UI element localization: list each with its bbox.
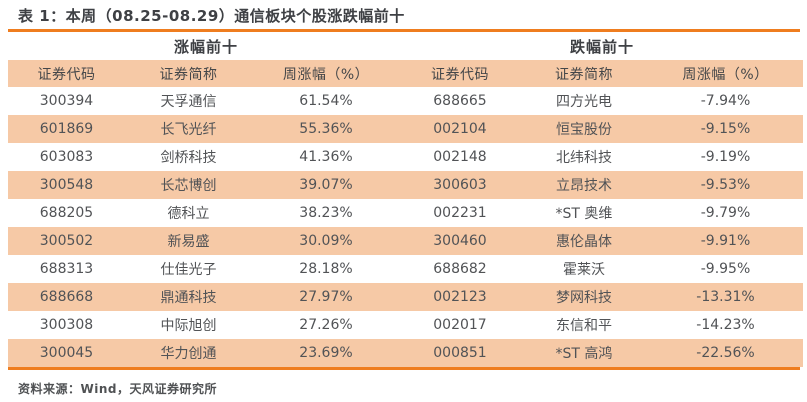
losers-name-header: 证券简称 bbox=[555, 66, 613, 83]
loser-change-cell: -9.95% bbox=[700, 261, 751, 277]
gainer-code-cell: 300394 bbox=[39, 93, 94, 109]
table-row: 300045 华力创通 23.69% 000851 *ST 高鸿 -22.56% bbox=[8, 339, 803, 367]
column-header-row: 证券代码 证券简称 周涨幅（%） 证券代码 证券简称 周涨幅（%） bbox=[8, 60, 803, 87]
table-row: 300394 天孚通信 61.54% 688665 四方光电 -7.94% bbox=[8, 87, 803, 115]
gainer-name-cell: 中际旭创 bbox=[160, 318, 217, 334]
loser-code-cell: 002148 bbox=[433, 149, 487, 165]
loser-name-cell: *ST 高鸿 bbox=[555, 346, 613, 362]
table-row: 300308 中际旭创 27.26% 002017 东信和平 -14.23% bbox=[8, 311, 803, 339]
loser-name-cell: 北纬科技 bbox=[556, 150, 612, 166]
table-row: 603083 剑桥科技 41.36% 002148 北纬科技 -9.19% bbox=[8, 143, 803, 171]
loser-change-cell: -9.15% bbox=[700, 121, 751, 137]
loser-code-cell: 688665 bbox=[433, 93, 487, 109]
loser-change-cell: -9.53% bbox=[700, 177, 751, 193]
loser-code-cell: 300603 bbox=[433, 177, 487, 193]
loser-code-cell: 002104 bbox=[433, 121, 487, 137]
loser-code-cell: 688682 bbox=[433, 261, 487, 277]
gainer-code-cell: 300548 bbox=[39, 177, 94, 193]
gainer-name-cell: 仕佳光子 bbox=[160, 262, 217, 278]
bottom-accent-rule bbox=[8, 367, 800, 370]
gainer-change-cell: 61.54% bbox=[299, 93, 353, 109]
gainer-code-cell: 688205 bbox=[39, 205, 94, 221]
gainer-change-cell: 27.97% bbox=[299, 289, 353, 305]
gainer-change-cell: 30.09% bbox=[299, 233, 353, 249]
loser-code-cell: 002017 bbox=[433, 317, 487, 333]
source-note: 资料来源：Wind，天风证券研究所 bbox=[18, 382, 217, 396]
section-header-row: 涨幅前十 跌幅前十 bbox=[8, 32, 800, 60]
loser-code-cell: 002231 bbox=[433, 205, 487, 221]
gainer-name-cell: 长飞光纤 bbox=[160, 122, 217, 138]
gainer-name-cell: 新易盛 bbox=[167, 234, 210, 250]
table-row: 601869 长飞光纤 55.36% 002104 恒宝股份 -9.15% bbox=[8, 115, 803, 143]
gainer-change-cell: 28.18% bbox=[299, 261, 353, 277]
gainer-change-cell: 27.26% bbox=[299, 317, 353, 333]
losers-change-header: 周涨幅（%） bbox=[682, 66, 769, 83]
gainer-code-cell: 300502 bbox=[39, 233, 94, 249]
gainer-change-cell: 23.69% bbox=[299, 345, 353, 361]
loser-name-cell: 霍莱沃 bbox=[563, 262, 605, 278]
table-row: 688205 德科立 38.23% 002231 *ST 奥维 -9.79% bbox=[8, 199, 803, 227]
loser-name-cell: 梦网科技 bbox=[556, 290, 612, 306]
gainers-losers-table: 证券代码 证券简称 周涨幅（%） 证券代码 证券简称 周涨幅（%） 300394… bbox=[8, 60, 803, 367]
gainer-code-cell: 300045 bbox=[39, 345, 94, 361]
loser-code-cell: 000851 bbox=[433, 345, 487, 361]
loser-name-cell: 恒宝股份 bbox=[556, 122, 612, 138]
gainer-change-cell: 41.36% bbox=[299, 149, 353, 165]
table-row: 688668 鼎通科技 27.97% 002123 梦网科技 -13.31% bbox=[8, 283, 803, 311]
gainers-section-label: 涨幅前十 bbox=[173, 38, 238, 56]
table-row: 300502 新易盛 30.09% 300460 惠伦晶体 -9.91% bbox=[8, 227, 803, 255]
gainers-change-header: 周涨幅（%） bbox=[282, 66, 370, 83]
loser-change-cell: -22.56% bbox=[696, 345, 755, 361]
loser-change-cell: -9.91% bbox=[700, 233, 751, 249]
gainer-code-cell: 688668 bbox=[39, 289, 94, 305]
loser-name-cell: *ST 奥维 bbox=[555, 206, 613, 222]
gainer-code-cell: 601869 bbox=[39, 121, 94, 137]
gainer-change-cell: 39.07% bbox=[299, 177, 353, 193]
table-body: 300394 天孚通信 61.54% 688665 四方光电 -7.94% 60… bbox=[8, 87, 803, 367]
losers-code-header: 证券代码 bbox=[431, 66, 489, 83]
loser-code-cell: 300460 bbox=[433, 233, 487, 249]
gainer-change-cell: 38.23% bbox=[299, 205, 353, 221]
gainer-name-cell: 剑桥科技 bbox=[160, 150, 217, 166]
top-accent-rule bbox=[8, 29, 800, 32]
loser-change-cell: -13.31% bbox=[696, 289, 755, 305]
gainer-name-cell: 长芯博创 bbox=[160, 178, 217, 194]
gainer-code-cell: 603083 bbox=[39, 149, 94, 165]
gainers-code-header: 证券代码 bbox=[37, 66, 96, 83]
loser-name-cell: 立昂技术 bbox=[556, 178, 612, 194]
table-title: 表 1：本周（08.25-08.29）通信板块个股涨跌幅前十 bbox=[18, 7, 405, 25]
gainer-name-cell: 鼎通科技 bbox=[160, 290, 217, 306]
loser-change-cell: -14.23% bbox=[696, 317, 755, 333]
gainer-name-cell: 天孚通信 bbox=[160, 94, 217, 110]
loser-change-cell: -9.19% bbox=[700, 149, 751, 165]
gainer-code-cell: 300308 bbox=[39, 317, 94, 333]
losers-section-label: 跌幅前十 bbox=[569, 38, 634, 56]
loser-code-cell: 002123 bbox=[433, 289, 487, 305]
gainer-change-cell: 55.36% bbox=[299, 121, 353, 137]
loser-name-cell: 惠伦晶体 bbox=[556, 234, 612, 250]
loser-change-cell: -7.94% bbox=[700, 93, 751, 109]
gainer-name-cell: 德科立 bbox=[167, 206, 210, 222]
loser-name-cell: 四方光电 bbox=[556, 94, 612, 110]
gainers-name-header: 证券简称 bbox=[159, 66, 218, 83]
gainer-name-cell: 华力创通 bbox=[160, 346, 217, 362]
table-row: 688313 仕佳光子 28.18% 688682 霍莱沃 -9.95% bbox=[8, 255, 803, 283]
gainer-code-cell: 688313 bbox=[39, 261, 94, 277]
loser-name-cell: 东信和平 bbox=[556, 318, 612, 334]
table-row: 300548 长芯博创 39.07% 300603 立昂技术 -9.53% bbox=[8, 171, 803, 199]
loser-change-cell: -9.79% bbox=[700, 205, 751, 221]
